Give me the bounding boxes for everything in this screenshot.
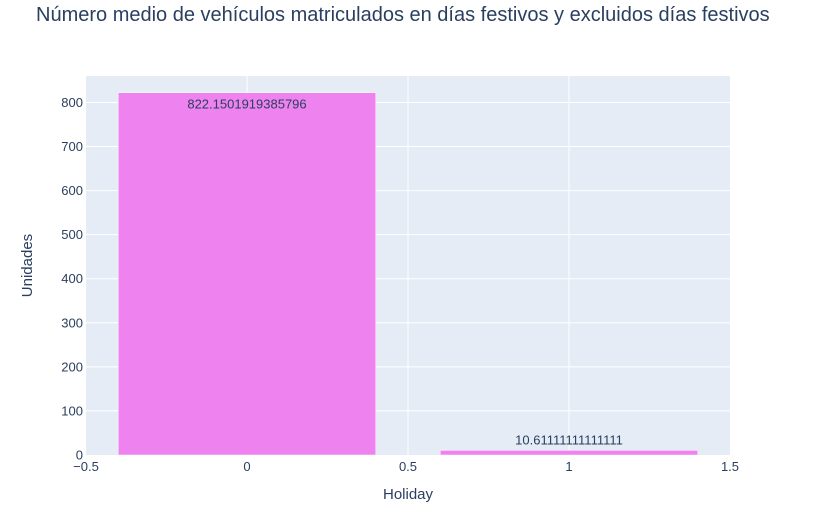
y-tick-label: 100 xyxy=(61,403,83,418)
x-axis-title: Holiday xyxy=(383,486,434,503)
y-axis-ticks: 0 100 200 300 400 500 600 700 800 xyxy=(61,95,83,463)
x-tick-label: 0.5 xyxy=(399,459,417,474)
x-tick-label: 1.5 xyxy=(721,459,739,474)
y-tick-label: 200 xyxy=(61,359,83,374)
y-axis-title: Unidades xyxy=(19,234,36,297)
y-tick-label: 0 xyxy=(76,448,83,463)
y-tick-label: 600 xyxy=(61,183,83,198)
data-labels: 822.1501919385796 10.61111111111111 xyxy=(187,97,623,448)
bar xyxy=(117,92,377,456)
y-tick-label: 400 xyxy=(61,271,83,286)
x-tick-label: 1 xyxy=(565,459,572,474)
x-tick-label: 0 xyxy=(243,459,250,474)
y-tick-label: 300 xyxy=(61,315,83,330)
y-tick-label: 700 xyxy=(61,139,83,154)
chart-title: Número medio de vehículos matriculados e… xyxy=(36,4,770,26)
x-tick-label: −0.5 xyxy=(73,459,99,474)
y-tick-label: 500 xyxy=(61,227,83,242)
bars xyxy=(117,92,699,456)
bar xyxy=(439,450,699,456)
data-label: 10.61111111111111 xyxy=(515,432,623,447)
data-label: 822.1501919385796 xyxy=(187,97,306,112)
x-axis-ticks: −0.5 0 0.5 1 1.5 xyxy=(73,459,739,474)
y-tick-label: 800 xyxy=(61,95,83,110)
